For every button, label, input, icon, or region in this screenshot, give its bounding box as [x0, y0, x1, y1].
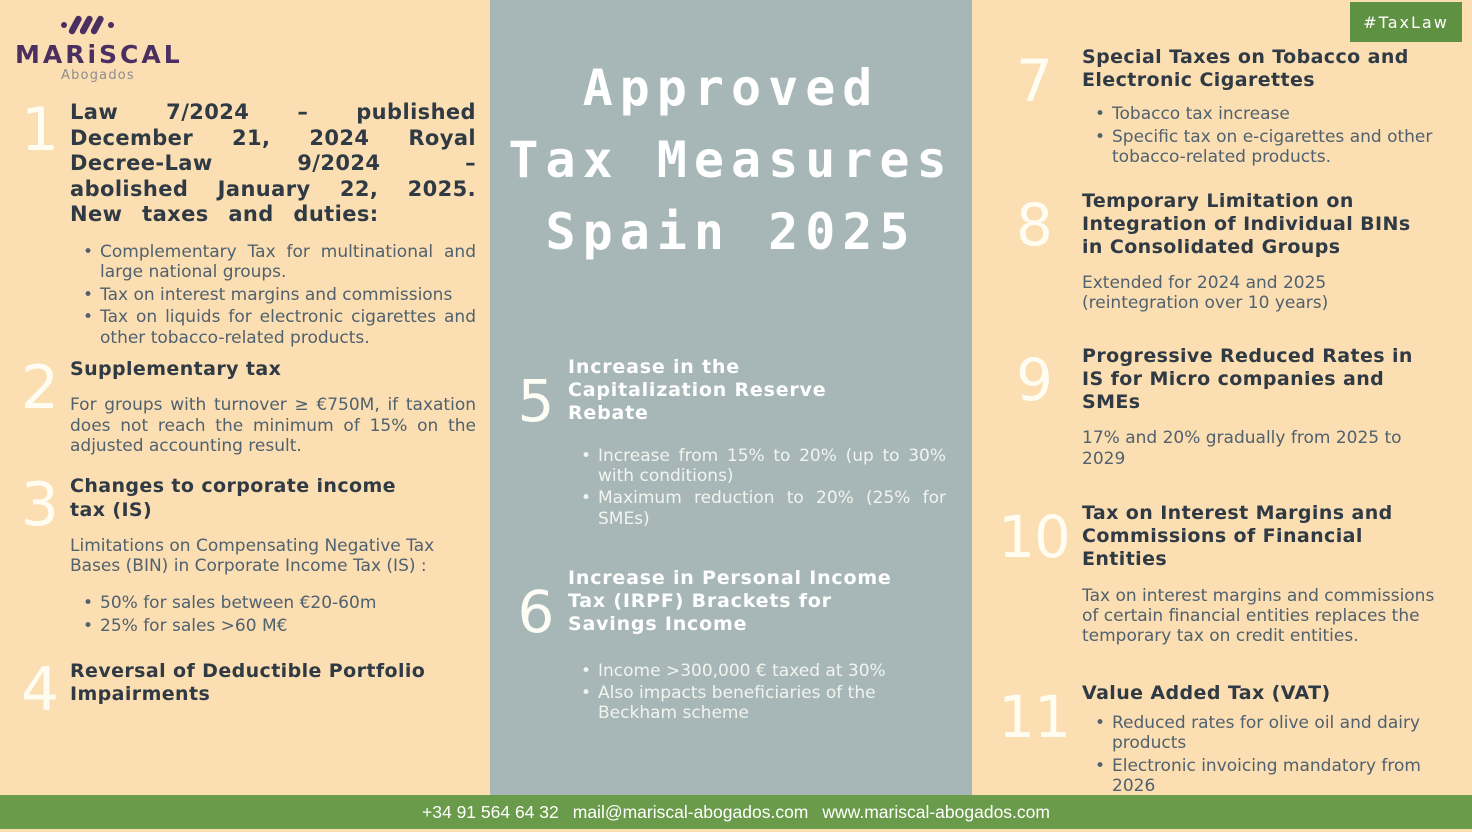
- item-6-bullets: Income >300,000 € taxed at 30% Also impa…: [568, 661, 946, 724]
- item-1-heading: Law 7/2024 – published December 21, 2024…: [70, 100, 476, 227]
- bullet: 25% for sales >60 M€: [83, 616, 476, 637]
- bullet: Tax on liquids for electronic cigarettes…: [83, 307, 476, 348]
- item-1: 1 Law 7/2024 – published December 21, 20…: [0, 100, 490, 350]
- item-2-number: 2: [20, 353, 59, 423]
- title-line-1: Approved: [582, 59, 880, 117]
- bottom-accent-strip: [0, 829, 1472, 832]
- item-7-heading: Special Taxes on Tobacco and Electronic …: [1082, 46, 1409, 92]
- item-10-heading: Tax on Interest Margins and Commissions …: [1082, 502, 1393, 571]
- item-4: 4 Reversal of Deductible Portfolio Impai…: [0, 655, 490, 726]
- item-7-number: 7: [1016, 47, 1053, 115]
- item-3: 3 Changes to corporate income tax (IS) L…: [0, 475, 490, 638]
- bullet: Income >300,000 € taxed at 30%: [581, 661, 946, 682]
- item-8: 8 Temporary Limitation on Integration of…: [972, 190, 1472, 331]
- contact-footer: +34 91 564 64 32 mail@mariscal-abogados.…: [0, 795, 1472, 829]
- item-1-number: 1: [20, 95, 59, 165]
- item-11-bullets: Reduced rates for olive oil and dairy pr…: [1082, 713, 1444, 797]
- hashtag-badge-label: #TaxLaw: [1363, 12, 1449, 32]
- item-10: 10 Tax on Interest Margins and Commissio…: [972, 502, 1472, 664]
- title-line-3: Spain 2025: [545, 203, 917, 261]
- bullet: Maximum reduction to 20% (25% for SMEs): [581, 488, 946, 529]
- brand-name: MARiSCAL: [15, 40, 183, 69]
- item-11-number: 11: [998, 682, 1071, 751]
- bullet: Complementary Tax for multinational and …: [83, 242, 476, 283]
- bullet: Also impacts beneficiaries of the Beckha…: [581, 683, 946, 724]
- brand-logo: MARiSCAL Abogados: [0, 0, 490, 90]
- item-7-bullets: Tobacco tax increase Specific tax on e-c…: [1082, 104, 1444, 167]
- item-5-number: 5: [517, 367, 555, 435]
- item-9-number: 9: [1016, 345, 1053, 414]
- right-column: #TaxLaw 7 Special Taxes on Tobacco and E…: [972, 0, 1472, 832]
- item-6-heading: Increase in Personal Income Tax (IRPF) B…: [568, 567, 892, 636]
- item-9: 9 Progressive Reduced Rates in IS for Mi…: [972, 345, 1472, 486]
- item-9-body: 17% and 20% gradually from 2025 to 2029: [1082, 428, 1402, 469]
- item-1-bullets: Complementary Tax for multinational and …: [70, 242, 476, 348]
- item-2: 2 Supplementary tax For groups with turn…: [0, 358, 490, 473]
- center-panel: Approved Tax Measures Spain 2025 5 Incre…: [490, 0, 972, 832]
- footer-website: www.mariscal-abogados.com: [822, 801, 1050, 822]
- bullet: Increase from 15% to 20% (up to 30% with…: [581, 446, 946, 487]
- item-10-number: 10: [998, 503, 1071, 572]
- item-2-heading: Supplementary tax: [70, 358, 282, 380]
- item-5-bullets: Increase from 15% to 20% (up to 30% with…: [568, 446, 946, 530]
- bullet: Reduced rates for olive oil and dairy pr…: [1095, 713, 1444, 754]
- item-10-body: Tax on interest margins and commissions …: [1082, 585, 1435, 647]
- poster-title: Approved Tax Measures Spain 2025: [490, 52, 972, 268]
- item-4-heading: Reversal of Deductible Portfolio Impairm…: [70, 660, 426, 706]
- logo-mark-icon: [61, 15, 114, 35]
- bullet: Specific tax on e-cigarettes and other t…: [1095, 127, 1444, 168]
- item-8-number: 8: [1016, 190, 1053, 259]
- item-8-body: Extended for 2024 and 2025 (reintegratio…: [1082, 273, 1329, 314]
- item-8-heading: Temporary Limitation on Integration of I…: [1082, 189, 1411, 258]
- hashtag-badge: #TaxLaw: [1350, 2, 1462, 42]
- item-3-bullets: 50% for sales between €20-60m 25% for sa…: [70, 593, 476, 636]
- footer-email: mail@mariscal-abogados.com: [572, 801, 809, 822]
- brand-subtitle: Abogados: [61, 68, 135, 84]
- bullet: Electronic invoicing mandatory from 2026: [1095, 756, 1444, 797]
- item-3-number: 3: [20, 470, 59, 541]
- left-column: MARiSCAL Abogados 1 Law 7/2024 – publish…: [0, 0, 490, 832]
- item-5-heading: Increase in the Capitalization Reserve R…: [568, 356, 827, 425]
- title-line-2: Tax Measures: [508, 131, 954, 189]
- item-11-heading: Value Added Tax (VAT): [1082, 681, 1331, 704]
- bullet: Tax on interest margins and commissions: [83, 285, 476, 306]
- item-7: 7 Special Taxes on Tobacco and Electroni…: [972, 46, 1472, 170]
- footer-phone: +34 91 564 64 32: [422, 801, 559, 822]
- bullet: 50% for sales between €20-60m: [83, 593, 476, 614]
- item-5: 5 Increase in the Capitalization Reserve…: [490, 356, 972, 531]
- bullet: Tobacco tax increase: [1095, 104, 1444, 125]
- item-6: 6 Increase in Personal Income Tax (IRPF)…: [490, 567, 972, 726]
- item-4-number: 4: [20, 655, 59, 726]
- item-2-body: For groups with turnover ≥ €750M, if tax…: [70, 395, 476, 456]
- item-3-heading: Changes to corporate income tax (IS): [70, 475, 396, 521]
- item-3-body: Limitations on Compensating Negative Tax…: [70, 535, 435, 577]
- item-6-number: 6: [517, 578, 555, 647]
- item-11: 11 Value Added Tax (VAT) Reduced rates f…: [972, 682, 1472, 799]
- item-9-heading: Progressive Reduced Rates in IS for Micr…: [1082, 344, 1413, 414]
